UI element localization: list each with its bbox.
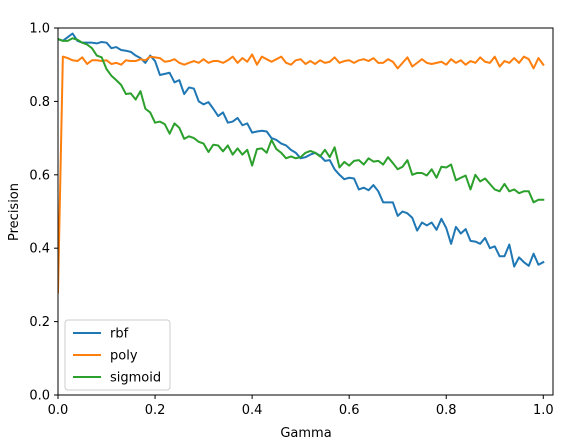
series-line-rbf bbox=[58, 32, 545, 268]
axes-frame bbox=[57, 27, 554, 396]
x-tick-label: 0.8 bbox=[436, 403, 457, 418]
x-tick-label: 0.0 bbox=[48, 403, 69, 418]
x-tick-label: 0.2 bbox=[145, 403, 166, 418]
x-tick-label: 0.6 bbox=[339, 403, 360, 418]
x-axis-label: Gamma bbox=[280, 426, 331, 441]
axes-spines bbox=[57, 27, 554, 396]
legend-label-poly: poly bbox=[110, 349, 138, 364]
y-tick-label: 0.0 bbox=[29, 389, 50, 404]
series-layer bbox=[58, 32, 545, 294]
y-axis-ticks: 0.0 0.2 0.4 0.6 0.8 1.0 bbox=[29, 22, 58, 404]
y-tick-label: 0.4 bbox=[29, 242, 50, 257]
y-tick-label: 0.2 bbox=[29, 315, 50, 330]
legend-label-sigmoid: sigmoid bbox=[110, 371, 161, 386]
legend-box bbox=[64, 319, 171, 391]
series-line-sigmoid bbox=[58, 37, 545, 204]
legend-label-rbf: rbf bbox=[110, 327, 129, 342]
y-tick-label: 0.6 bbox=[29, 168, 50, 183]
x-tick-label: 0.4 bbox=[242, 403, 263, 418]
legend: rbf poly sigmoid bbox=[64, 319, 171, 391]
x-axis-ticks: 0.0 0.2 0.4 0.6 0.8 1.0 bbox=[48, 395, 554, 418]
y-tick-label: 0.8 bbox=[29, 95, 50, 110]
y-tick-label: 1.0 bbox=[29, 22, 50, 37]
series-line-poly bbox=[58, 53, 545, 294]
y-axis-label: Precision bbox=[7, 183, 22, 241]
x-tick-label: 1.0 bbox=[533, 403, 554, 418]
